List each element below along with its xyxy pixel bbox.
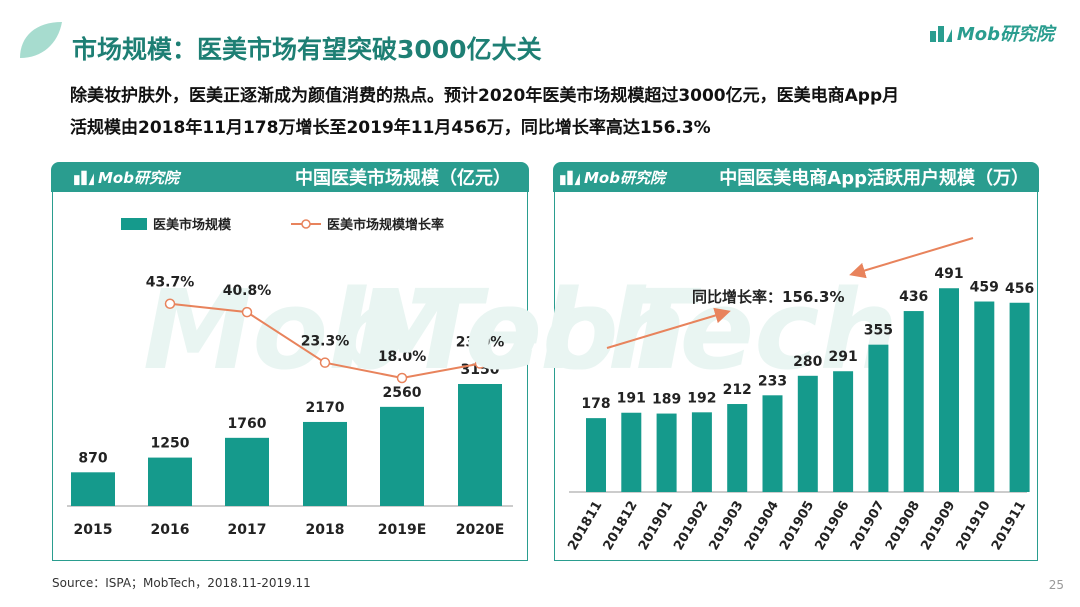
x-tick-label: 201909 [918,499,958,554]
bar-201910 [974,301,995,492]
market-size-chart: 医美市场规模 医美市场规模增长率 870 2015 1250 2016 1760 2017 2… [67,217,513,538]
bar-value-label: 233 [758,373,787,389]
legend-line-label: 医美市场规模增长率 [327,217,444,233]
bar-2019E [380,406,424,506]
x-tick-label: 2015 [74,522,113,538]
bar-value-label: 178 [581,396,610,412]
growth-rate-point [164,298,176,309]
x-tick-label: 201902 [671,499,711,554]
mob-logo-icon [74,170,94,186]
legend-bar-label: 医美市场规模 [153,217,232,233]
trend-arrow-left [606,307,731,349]
bar-value-label: 491 [934,266,963,282]
bar-2015 [71,472,115,506]
right-panel-brand-text: Mob研究院 [584,168,665,187]
x-tick-label: 201911 [989,498,1029,553]
x-tick-label: 201903 [707,499,747,554]
x-tick-label: 201907 [848,499,888,554]
bar-value-label: 1760 [228,416,267,432]
bar-value-label: 456 [1005,281,1034,297]
bar-value-label: 280 [793,354,822,370]
left-panel-brand-text: Mob研究院 [98,168,179,187]
bar-2016 [148,457,192,506]
growth-rate-point [241,306,253,318]
bar-value-label: 212 [723,382,752,398]
bar-value-label: 2560 [383,385,422,401]
bar-201901 [656,413,677,492]
x-tick-label: 2019E [378,522,427,538]
bar-value-label: 189 [652,392,681,408]
growth-rate-label: 43.7% [146,275,195,291]
x-tick-label: 201906 [812,499,852,554]
left-panel-header: Mob研究院 中国医美市场规模（亿元） [51,162,529,192]
x-tick-label: 2017 [228,522,267,538]
x-tick-label: 2018 [306,522,345,538]
x-tick-label: 2020E [456,522,505,538]
bar-201811 [586,418,606,492]
right-panel-header: Mob研究院 中国医美电商App活跃用户规模（万） [553,162,1039,192]
trend-arrow-right [849,237,974,279]
page-number: 25 [1048,578,1064,592]
bar-201909 [939,288,959,492]
bar-201906 [833,371,854,492]
growth-rate-point [319,357,331,368]
app-users-chart: 178 201811 191 201812 189 201901 192 201902 212 2… [565,237,1034,554]
bar-value-label: 191 [617,391,646,407]
legend-bar-swatch [121,218,147,230]
x-tick-label: 201812 [601,499,641,554]
growth-rate-point [396,372,408,384]
source-note: Source：ISPA；MobTech，2018.11-2019.11 [52,576,311,590]
bar-201812 [621,412,642,492]
right-chart-panel: Mob研究院 中国医美电商App活跃用户规模（万） MobTech 178 201… [355,162,1039,561]
x-tick-label: 201901 [636,499,676,554]
page-title: 市场规模：医美市场有望突破3000亿大关 [72,35,542,64]
x-tick-label: 201811 [565,499,605,554]
bar-201903 [727,404,748,492]
bar-value-label: 192 [687,390,716,406]
bar-2020E [458,384,502,506]
bar-value-label: 459 [970,280,999,296]
right-panel-title: 中国医美电商App活跃用户规模（万） [719,168,1029,189]
x-tick-label: 2016 [151,522,190,538]
bar-201905 [797,375,818,492]
bar-value-label: 291 [828,349,857,365]
mob-logo-icon [560,170,580,186]
mob-logo-icon [929,26,952,42]
left-chart-panel: Mob研究院 中国医美市场规模（亿元） MobTech 医美市场规模 医美市场规模… [51,162,686,561]
growth-rate-point [474,358,486,369]
bar-value-label: 1250 [151,436,190,452]
brand-logo: Mob研究院 [929,20,1054,46]
left-panel-title: 中国医美市场规模（亿元） [295,168,511,189]
bar-value-label: 355 [864,323,893,339]
x-tick-label: 201905 [777,499,817,554]
bar-2017 [225,437,269,506]
leaf-decoration-icon [20,22,62,58]
legend-line-marker [301,219,311,229]
bar-201902 [691,412,712,492]
x-tick-label: 201904 [742,499,782,554]
bar-201911 [1009,302,1030,492]
x-tick-label: 201908 [883,499,923,554]
right-panel-brand: Mob研究院 [559,167,665,188]
intro-line-2: 活规模由2018年11月178万增长至2019年11月456万，同比增长率高达1… [70,118,711,138]
bar-2018 [303,421,347,506]
bar-value-label: 2170 [306,400,345,416]
bar-value-label: 436 [899,289,928,305]
growth-rate-label: 18.0% [378,349,427,365]
intro-line-1: 除美妆护肤外，医美正逐渐成为颜值消费的热点。预计2020年医美市场规模超过300… [70,86,900,106]
bar-201908 [903,311,924,492]
brand-name: Mob研究院 [956,24,1054,45]
intro-text: 除美妆护肤外，医美正逐渐成为颜值消费的热点。预计2020年医美市场规模超过300… [70,80,1060,144]
bar-201907 [868,344,889,492]
growth-rate-label: 23.3% [301,334,350,350]
x-tick-label: 201910 [954,499,994,554]
bar-value-label: 870 [78,450,107,466]
growth-annotation: 同比增长率：156.3% [692,288,844,306]
left-panel-brand: Mob研究院 [73,167,179,188]
growth-rate-label: 40.8% [223,283,272,299]
chart-legend: 医美市场规模 医美市场规模增长率 [121,217,444,233]
growth-rate-label: 23.0% [456,335,505,351]
bar-201904 [762,395,783,492]
